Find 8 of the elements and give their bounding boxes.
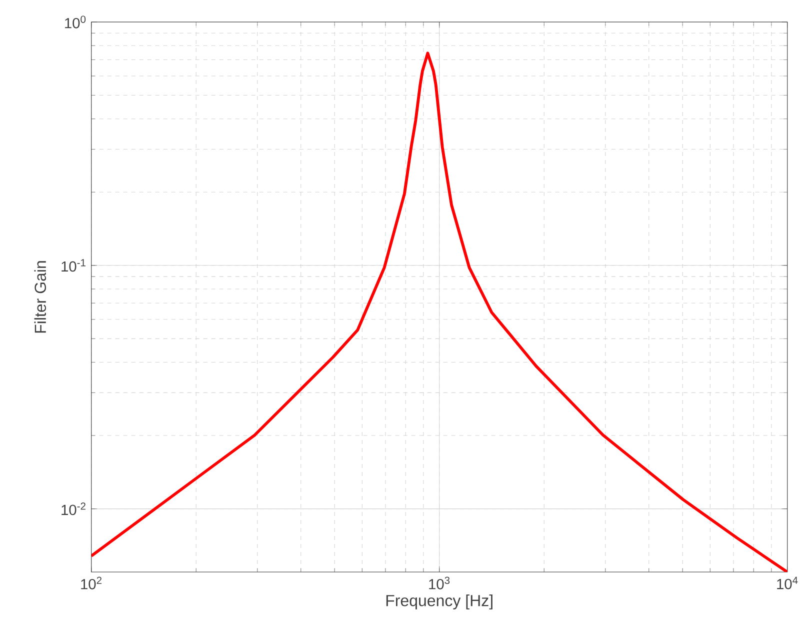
- x-axis-title: Frequency [Hz]: [386, 594, 492, 610]
- y-tick-label: 10$^{-2}$: [62, 502, 86, 516]
- x-tick-label: 10$^{2}$: [81, 576, 102, 590]
- x-tick-label: 10$^{3}$: [429, 576, 450, 590]
- x-tick-label: 10$^{4}$: [777, 576, 798, 590]
- y-axis-title: Filter Gain: [34, 261, 46, 333]
- y-tick-label: 10$^{0}$: [65, 16, 86, 28]
- y-tick-label: 10$^{-1}$: [62, 259, 86, 272]
